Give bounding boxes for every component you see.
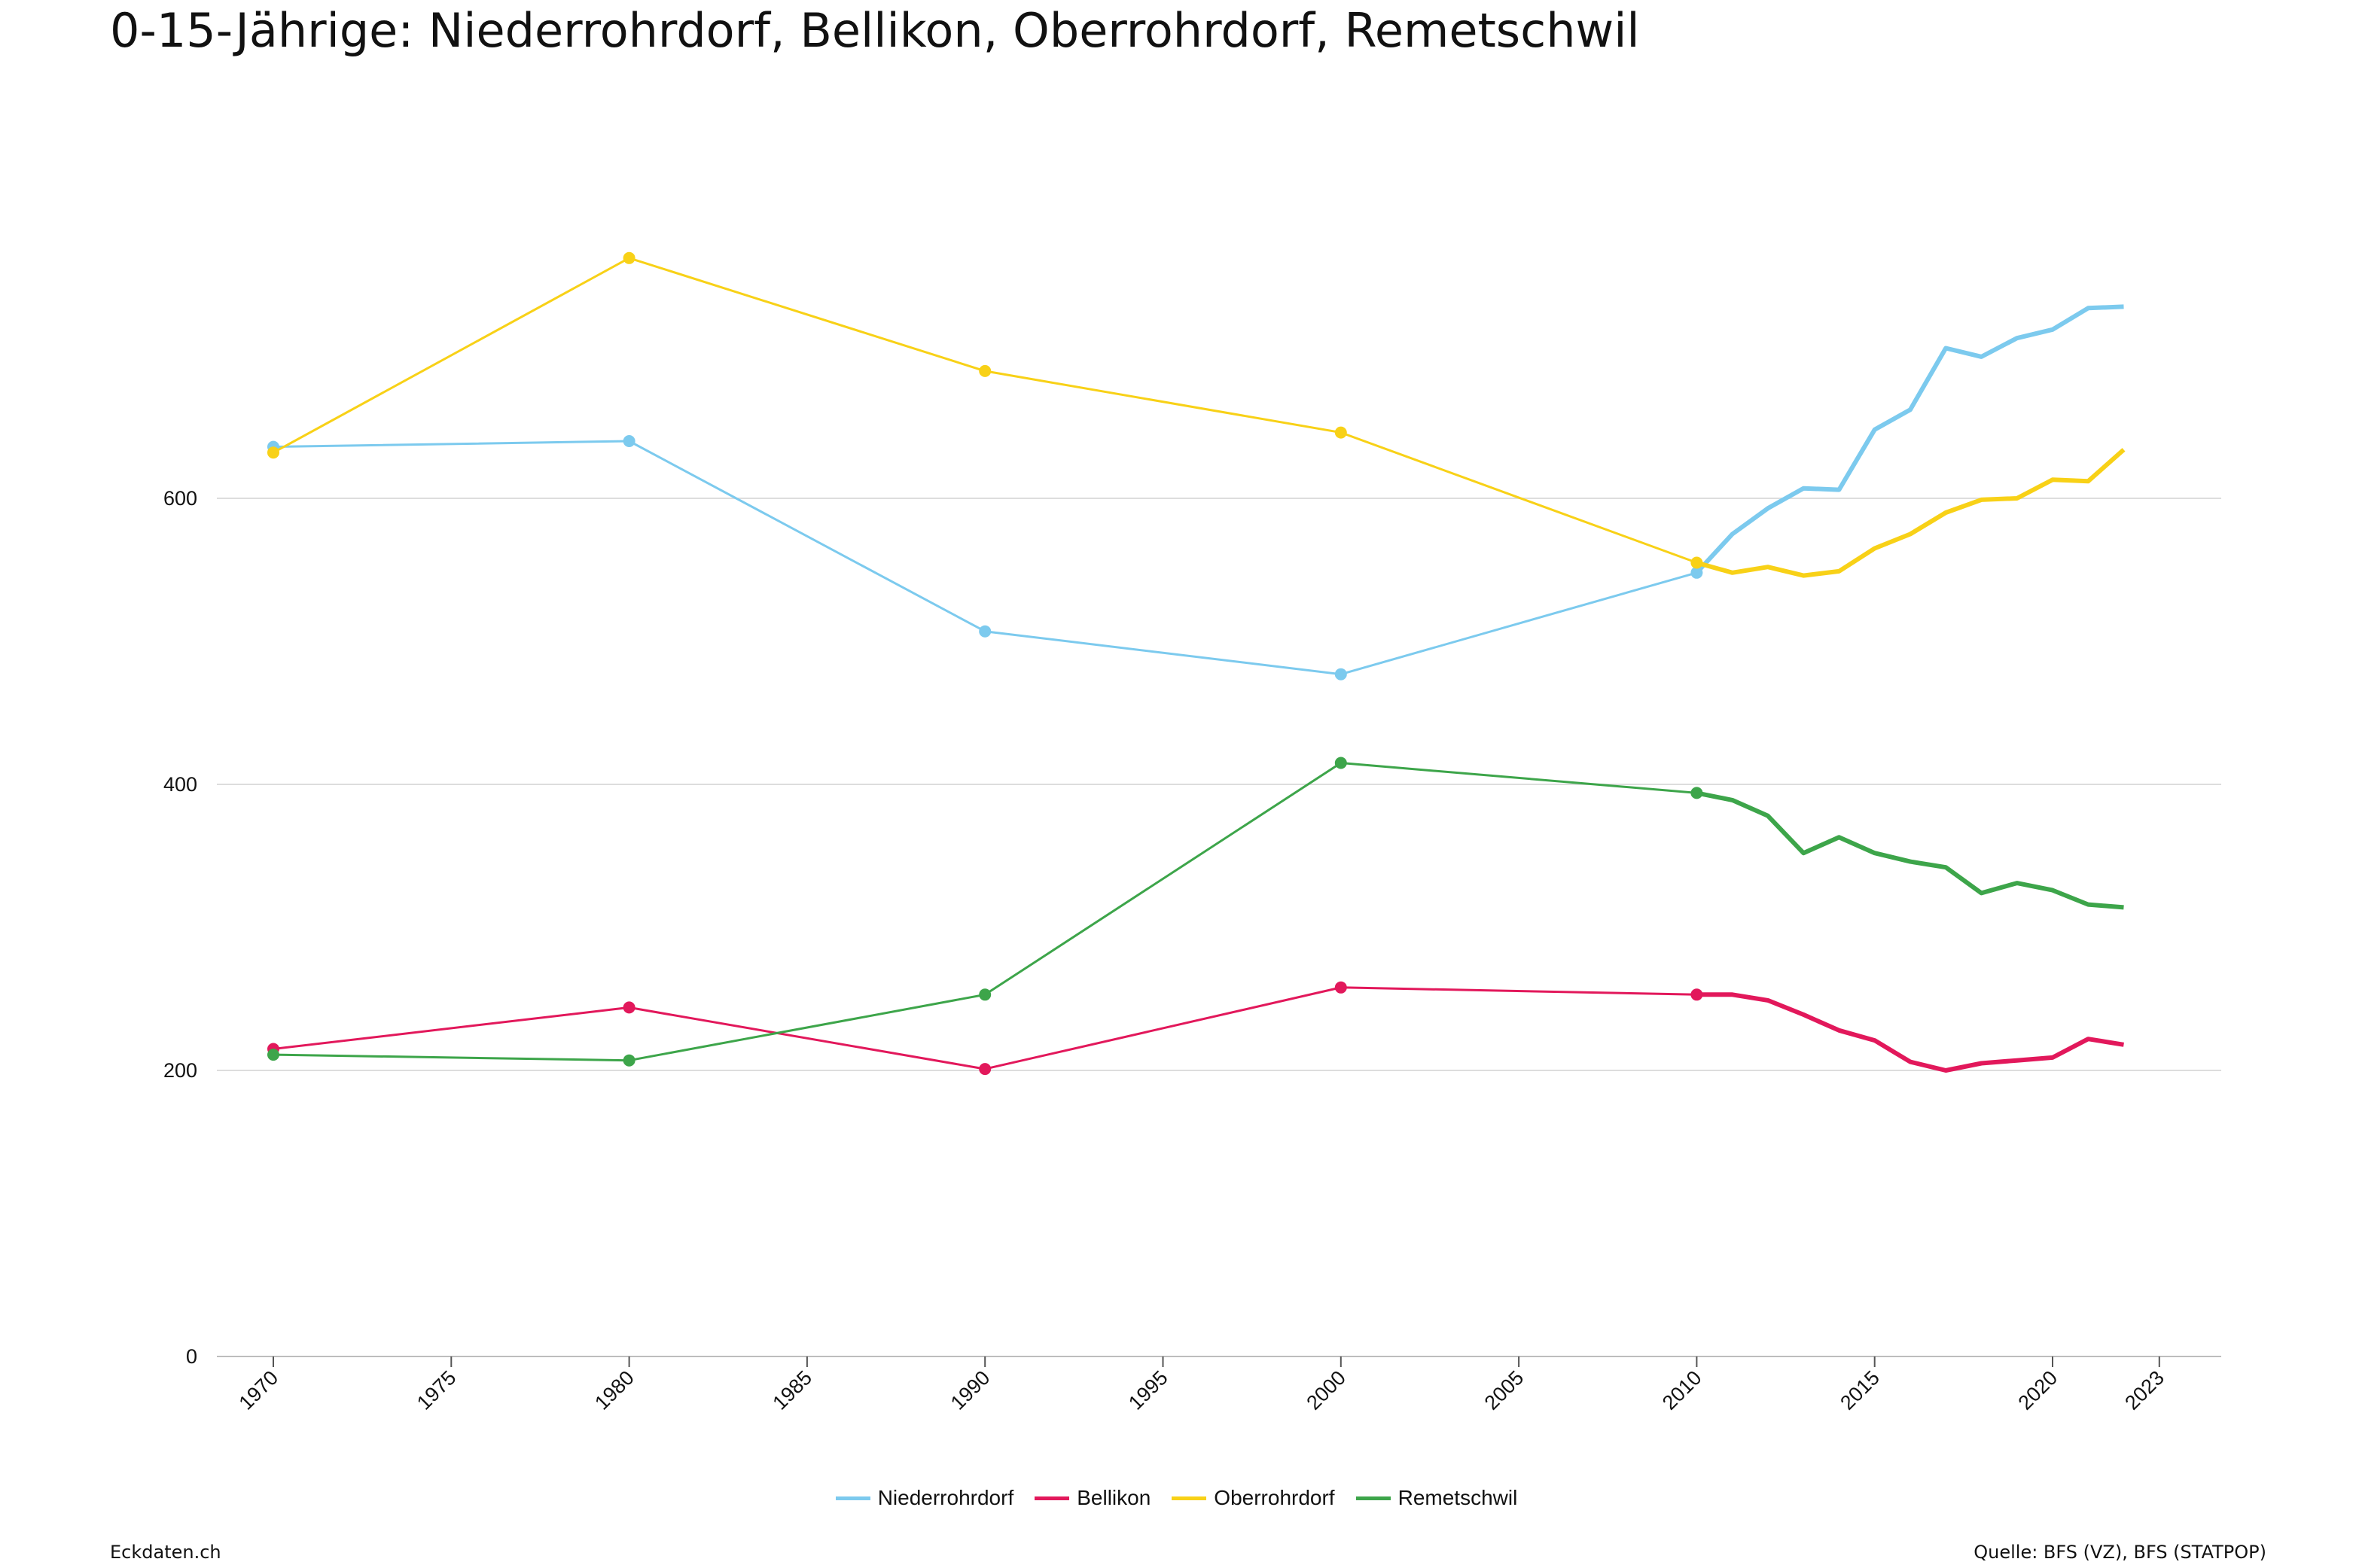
- x-tick-label: 2000: [1302, 1366, 1350, 1414]
- x-axis: 1970 1975 1980 1985 1990 1995 2000 2005 2010 2015…: [235, 1356, 2169, 1414]
- y-tick-label: 0: [186, 1345, 197, 1368]
- series-niederrohrdorf: [267, 304, 2124, 680]
- census-line: [273, 440, 1697, 676]
- legend: Niederrohrdorf Bellikon Oberrohrdorf Remets…: [0, 1486, 2353, 1510]
- legend-item: Oberrohrdorf: [1172, 1486, 1335, 1510]
- data-point: [1690, 556, 1703, 569]
- data-point: [623, 1054, 635, 1067]
- y-axis: 0 200 400 600: [163, 487, 197, 1368]
- data-point: [1334, 668, 1347, 680]
- data-point: [1334, 757, 1347, 769]
- legend-item: Bellikon: [1035, 1486, 1151, 1510]
- census-line: [273, 257, 1697, 564]
- x-tick-label: 1985: [768, 1366, 816, 1414]
- legend-label: Niederrohrdorf: [877, 1486, 1014, 1509]
- legend-item: Remetschwil: [1355, 1486, 1518, 1510]
- x-tick-label: 1970: [235, 1366, 283, 1414]
- series-bellikon: [267, 981, 2124, 1076]
- y-tick-label: 600: [163, 487, 197, 510]
- x-tick-label: 2005: [1480, 1366, 1529, 1414]
- x-tick-label: 1990: [946, 1366, 995, 1414]
- data-point: [1690, 787, 1703, 799]
- legend-swatch: [1035, 1496, 1070, 1500]
- legend-label: Remetschwil: [1397, 1486, 1518, 1509]
- data-point: [267, 1049, 279, 1061]
- data-point: [267, 446, 279, 459]
- data-point: [623, 435, 635, 447]
- chart-title: 0-15-Jährige: Niederrohrdorf, Bellikon, …: [110, 3, 1640, 58]
- x-tick-label: 2015: [1836, 1366, 1884, 1414]
- y-tick-label: 200: [163, 1059, 197, 1082]
- legend-swatch: [1172, 1496, 1207, 1500]
- data-point: [979, 988, 992, 1001]
- census-line: [273, 762, 1697, 1062]
- legend-label: Bellikon: [1077, 1486, 1151, 1509]
- data-point: [1690, 988, 1703, 1001]
- legend-item: Niederrohrdorf: [835, 1486, 1014, 1510]
- annual-line: [1696, 448, 2126, 578]
- site-credit: Eckdaten.ch: [110, 1542, 221, 1563]
- series-oberrohrdorf: [267, 251, 2126, 578]
- annual-line: [1696, 992, 2124, 1073]
- legend-swatch: [835, 1496, 870, 1500]
- source-note: Quelle: BFS (VZ), BFS (STATPOP): [1974, 1542, 2266, 1563]
- y-tick-label: 400: [163, 773, 197, 796]
- annual-line: [1696, 790, 2124, 910]
- series-remetschwil: [267, 757, 2124, 1067]
- x-tick-label: 1980: [590, 1366, 639, 1414]
- data-point: [1690, 566, 1703, 579]
- data-point: [1334, 426, 1347, 439]
- x-tick-label: 2020: [2014, 1366, 2062, 1414]
- x-tick-label: 2023: [2120, 1366, 2169, 1414]
- data-point: [623, 251, 635, 264]
- data-point: [979, 625, 992, 638]
- annual-line: [1695, 304, 2124, 574]
- data-point: [623, 1001, 635, 1014]
- grid-lines: [217, 498, 2221, 1357]
- x-tick-label: 2010: [1658, 1366, 1706, 1414]
- data-point: [979, 364, 992, 377]
- data-point: [979, 1063, 992, 1076]
- data-point: [1334, 981, 1347, 994]
- legend-label: Oberrohrdorf: [1214, 1486, 1335, 1509]
- series-lines: [267, 251, 2126, 1076]
- x-tick-label: 1995: [1124, 1366, 1172, 1414]
- x-tick-label: 1975: [413, 1366, 461, 1414]
- legend-swatch: [1355, 1496, 1391, 1500]
